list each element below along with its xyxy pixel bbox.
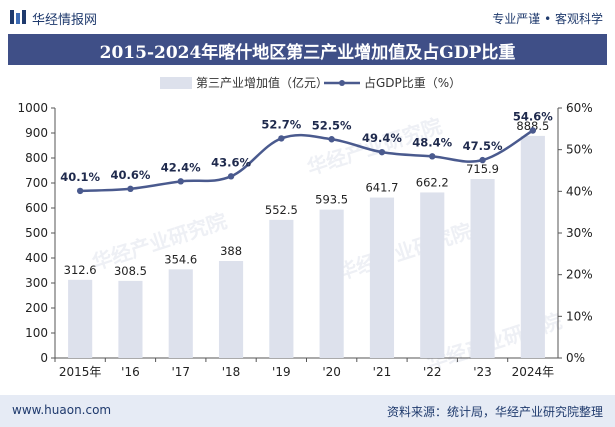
bar — [118, 280, 143, 358]
ratio-point — [177, 178, 184, 185]
x-tick-label: '18 — [222, 365, 241, 379]
ratio-value-label: 52.5% — [312, 118, 352, 132]
bar-value-label: 888.5 — [516, 119, 549, 133]
legend-bar-label: 第三产业增加值（亿元） — [196, 75, 328, 90]
ratio-value-label: 54.6% — [513, 110, 553, 124]
chart-title: 2015-2024年喀什地区第三产业增加值及占GDP比重 — [99, 43, 516, 63]
title-bar: 2015-2024年喀什地区第三产业增加值及占GDP比重 — [8, 34, 607, 65]
bar-value-label: 715.9 — [466, 162, 499, 176]
bar-value-label: 354.6 — [164, 252, 197, 266]
ratio-point — [479, 156, 486, 164]
ratio-point — [278, 135, 285, 142]
bar — [269, 219, 294, 358]
x-tick-label: '16 — [121, 365, 140, 379]
y-right-tick-label: 50% — [566, 143, 593, 157]
slogan: 专业严谨 • 客观科学 — [492, 12, 603, 26]
y-left-tick-label: 800 — [25, 151, 48, 165]
site-url[interactable]: www.huaon.com — [12, 403, 112, 417]
bar — [470, 179, 495, 358]
ratio-point — [227, 173, 235, 180]
top-bar: 华经情报网 专业严谨 • 客观科学 — [0, 0, 615, 34]
x-tick-label: '22 — [423, 365, 442, 379]
huaon-logo-icon — [10, 10, 26, 24]
bar-value-label: 308.5 — [114, 264, 147, 278]
bar — [369, 197, 395, 358]
x-tick-label: 2015年 — [59, 365, 102, 379]
y-left-tick-label: 200 — [25, 301, 48, 315]
data-source: 资料来源：统计局，华经产业研究院整理 — [386, 405, 603, 419]
legend-line-marker — [339, 80, 345, 86]
y-right-tick-label: 30% — [566, 226, 593, 240]
legend-line-label: 占GDP比重（%） — [364, 75, 461, 90]
ratio-value-label: 42.4% — [161, 160, 201, 174]
bar-value-label: 641.7 — [365, 181, 398, 195]
ratio-point — [76, 187, 84, 195]
x-tick-label: '19 — [272, 365, 291, 379]
y-left-tick-label: 300 — [25, 276, 48, 290]
y-right-tick-label: 60% — [566, 101, 593, 115]
watermark-text: 华经产业研究院 — [89, 209, 230, 275]
y-left-tick-label: 400 — [25, 251, 48, 265]
legend-bar-swatch — [160, 77, 192, 89]
ratio-value-label: 48.4% — [412, 135, 452, 149]
y-left-tick-label: 1000 — [17, 101, 48, 115]
y-left-tick-label: 500 — [25, 226, 48, 240]
ratio-point — [127, 185, 134, 193]
ratio-value-label: 40.1% — [60, 170, 100, 184]
watermark-text: 华经产业研究院 — [334, 219, 475, 285]
y-left-tick-label: 0 — [40, 351, 48, 365]
x-tick-label: 2024年 — [512, 365, 555, 379]
chart-svg: 华经产业研究院华经产业研究院华经产业研究院华经产业研究院第三产业增加值（亿元）占… — [17, 75, 593, 379]
x-tick-label: '20 — [322, 365, 341, 379]
y-right-tick-label: 0% — [566, 351, 585, 365]
y-left-tick-label: 900 — [25, 126, 48, 140]
ratio-value-label: 47.5% — [463, 139, 503, 153]
x-tick-label: '21 — [373, 365, 392, 379]
bar — [168, 269, 193, 358]
bar-value-label: 662.2 — [416, 175, 449, 189]
footer: www.huaon.com 资料来源：统计局，华经产业研究院整理 — [0, 395, 615, 427]
bar — [520, 135, 545, 358]
bar — [319, 209, 344, 358]
ratio-point — [429, 153, 436, 160]
brand-name: 华经情报网 — [32, 13, 98, 28]
y-right-tick-label: 20% — [566, 268, 593, 282]
bar — [420, 192, 445, 358]
ratio-point — [328, 136, 335, 143]
y-left-tick-label: 100 — [25, 326, 48, 340]
ratio-value-label: 49.4% — [362, 131, 402, 145]
bar — [218, 261, 244, 358]
x-tick-label: '17 — [171, 365, 190, 379]
y-right-tick-label: 10% — [566, 309, 593, 323]
ratio-point — [529, 127, 537, 134]
x-tick-label: '23 — [473, 365, 492, 379]
bar — [68, 279, 93, 358]
chart-area: 华经产业研究院华经产业研究院华经产业研究院华经产业研究院第三产业增加值（亿元）占… — [0, 65, 615, 395]
ratio-value-label: 52.7% — [261, 117, 301, 131]
bar-value-label: 552.5 — [265, 203, 298, 217]
y-right-tick-label: 40% — [566, 184, 593, 198]
ratio-point — [378, 148, 386, 156]
y-left-tick-label: 700 — [25, 176, 48, 190]
ratio-value-label: 40.6% — [110, 168, 150, 182]
ratio-value-label: 43.6% — [211, 155, 251, 169]
bar-value-label: 388 — [220, 244, 242, 258]
y-left-tick-label: 600 — [25, 201, 48, 215]
bar-value-label: 593.5 — [315, 193, 348, 207]
ratio-line — [80, 129, 534, 193]
bar-value-label: 312.6 — [64, 263, 97, 277]
